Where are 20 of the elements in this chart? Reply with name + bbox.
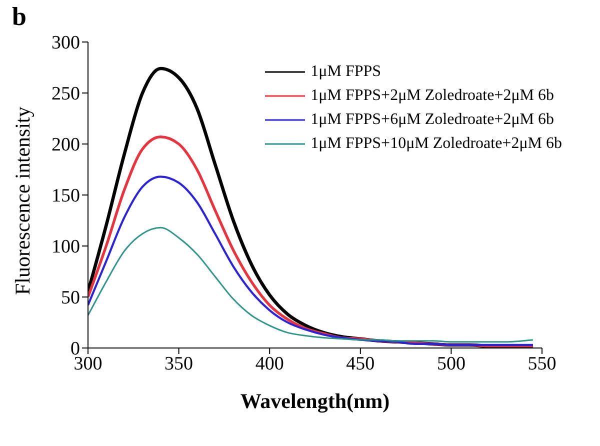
legend-label: 1μM FPPS	[310, 62, 382, 82]
x-tick-label: 350	[164, 353, 194, 374]
y-tick-label: 200	[52, 134, 80, 156]
y-tick-label: 150	[52, 186, 80, 207]
legend-label: 1μM FPPS+2μM Zoledroate+2μM 6b	[310, 86, 554, 106]
x-axis-title: Wavelength(nm)	[240, 389, 390, 413]
y-tick-label: 250	[52, 84, 80, 105]
text: b	[12, 2, 26, 32]
y-tick-label: 50	[61, 288, 80, 309]
x-tick-label: 400	[255, 353, 284, 374]
y-axis-title: Fluorescence intensity	[10, 106, 34, 295]
x-tick-label: 550	[528, 353, 556, 374]
x-tick-label: 500	[436, 353, 466, 374]
line-series	[88, 176, 534, 346]
legend-label: 1μM FPPS+6μM Zoledroate+2μM 6b	[310, 110, 554, 130]
x-tick-label: 450	[346, 353, 375, 374]
line-series	[88, 226, 534, 343]
y-tick-label: 100	[52, 236, 80, 258]
legend-label: 1μM FPPS+10μM Zoledroate+2μM 6b	[310, 134, 562, 154]
y-tick-label: 300	[52, 32, 80, 54]
